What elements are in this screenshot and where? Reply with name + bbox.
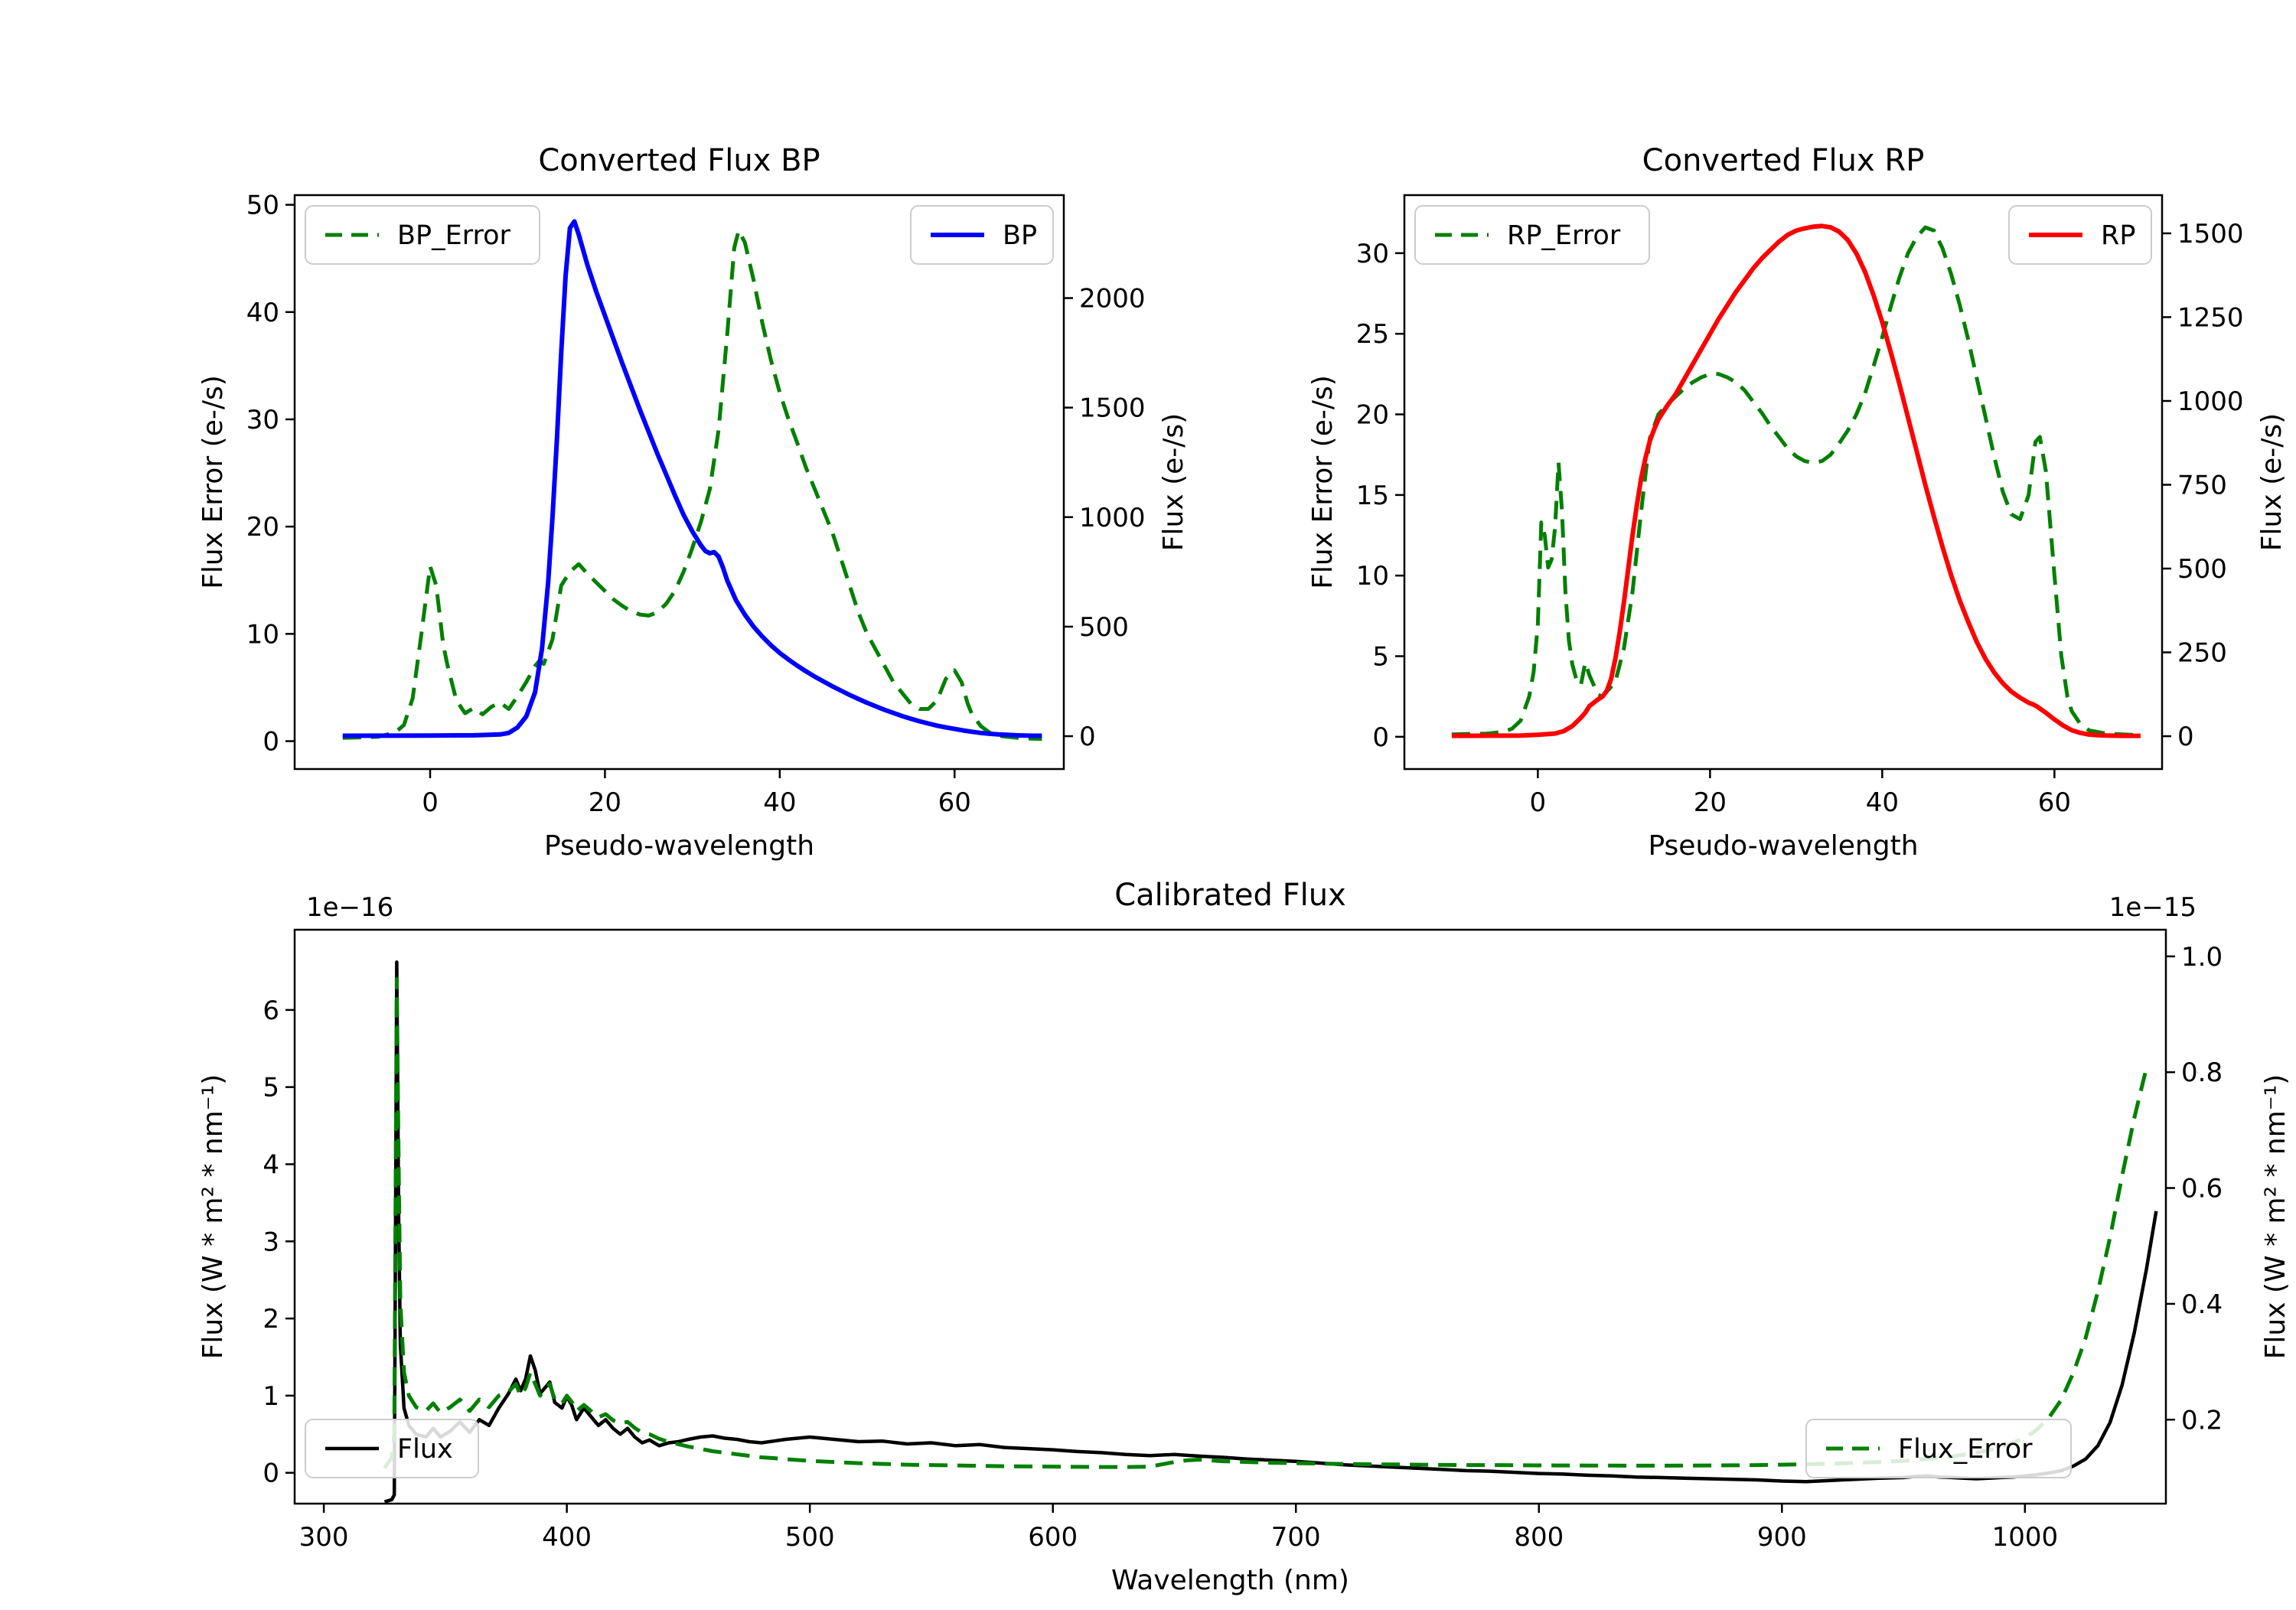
legend-label-RP: RP — [2101, 220, 2135, 251]
y-right-tick-label: 0.2 — [2181, 1405, 2223, 1436]
axes-spines — [293, 928, 2167, 1505]
y-left-tick-label: 20 — [246, 512, 279, 543]
y-left-tick-label: 0 — [263, 1458, 279, 1489]
chart-title: Calibrated Flux — [1114, 878, 1346, 913]
x-axis-label: Pseudo-wavelength — [1648, 830, 1918, 862]
y-left-tick-label: 0 — [263, 727, 279, 758]
legend-label-Flux_Error: Flux_Error — [1898, 1434, 2033, 1465]
x-tick-label: 500 — [785, 1522, 835, 1553]
y-axis-label-left: Flux Error (e-/s) — [197, 375, 229, 589]
y-right-tick-label: 250 — [2177, 638, 2227, 669]
series-line-RP — [1451, 223, 2141, 738]
x-tick-label: 600 — [1028, 1522, 1078, 1553]
y-left-tick-label: 10 — [246, 619, 279, 650]
y-left-tick-label: 30 — [1356, 239, 1389, 269]
y-left-tick-label: 3 — [263, 1227, 279, 1257]
y-axis-label-left: Flux Error (e-/s) — [1307, 375, 1339, 589]
x-axis-label: Wavelength (nm) — [1111, 1565, 1349, 1596]
legend-box-Flux_Error — [1805, 1419, 2072, 1478]
y-right-tick-label: 500 — [2177, 554, 2227, 585]
y-left-tick-label: 40 — [246, 298, 279, 328]
legend-label-BP: BP — [1003, 220, 1037, 251]
subplot-cal: 300 400 500 600 700 800 900 1000 0 1 2 3 4 5 6 0.2 0.4 0.… — [197, 878, 2291, 1596]
y-axis-label-right: Flux (W * m² * nm⁻¹) — [2260, 1074, 2291, 1360]
x-tick-label: 1000 — [1992, 1522, 2059, 1553]
y-left-tick-label: 25 — [1356, 319, 1389, 350]
x-tick-label: 20 — [1694, 787, 1727, 818]
y-right-tick-label: 1500 — [1079, 393, 1146, 424]
chart-title: Converted Flux BP — [538, 143, 820, 178]
x-tick-label: 20 — [589, 787, 621, 818]
x-tick-label: 40 — [763, 787, 796, 818]
series-line-BP_Error — [342, 228, 1042, 741]
y-right-tick-label: 1000 — [2177, 386, 2244, 417]
y-right-tick-label: 0 — [2177, 722, 2194, 752]
y-left-tick-label: 5 — [263, 1073, 279, 1103]
x-tick-label: 40 — [1866, 787, 1899, 818]
x-tick-label: 700 — [1271, 1522, 1321, 1553]
y-right-tick-label: 500 — [1079, 612, 1129, 643]
y-axis-label-right: Flux (e-/s) — [2256, 413, 2288, 551]
y-right-tick-label: 1.0 — [2181, 942, 2223, 973]
y-left-tick-label: 30 — [246, 405, 279, 435]
chart-title: Converted Flux RP — [1642, 143, 1925, 178]
y-right-tick-label: 750 — [2177, 471, 2227, 501]
left-axis-offset-text: 1e−16 — [306, 892, 393, 923]
y-left-tick-label: 2 — [263, 1304, 279, 1335]
y-left-tick-label: 4 — [263, 1149, 279, 1180]
series-line-Flux_Error — [383, 977, 2149, 1469]
y-right-tick-label: 0.8 — [2181, 1058, 2223, 1088]
y-right-tick-label: 1500 — [2177, 219, 2244, 249]
legend-label-RP_Error: RP_Error — [1507, 220, 1621, 251]
x-tick-label: 60 — [2038, 787, 2071, 818]
subplot-rp: 0 20 40 60 0 5 10 15 20 25 30 0 250 500 750 1000 1250 150… — [1307, 143, 2288, 862]
y-right-tick-label: 0.4 — [2181, 1289, 2223, 1320]
y-right-tick-label: 2000 — [1079, 284, 1146, 315]
x-tick-label: 300 — [299, 1522, 349, 1553]
y-left-tick-label: 6 — [263, 996, 279, 1026]
x-tick-label: 400 — [542, 1522, 592, 1553]
x-tick-label: 0 — [1530, 787, 1547, 818]
y-left-tick-label: 1 — [263, 1381, 279, 1412]
y-axis-label-left: Flux (W * m² * nm⁻¹) — [197, 1074, 229, 1360]
legend-box-RP_Error — [1414, 205, 1650, 265]
y-right-tick-label: 0.6 — [2181, 1174, 2223, 1204]
y-right-tick-label: 1000 — [1079, 503, 1146, 533]
legend-box-Flux — [305, 1419, 479, 1478]
y-axis-label-right: Flux (e-/s) — [1158, 413, 1189, 551]
y-left-tick-label: 0 — [1372, 722, 1389, 753]
subplot-bp: 0 20 40 60010203040500500100015002000Conver… — [197, 143, 1189, 862]
y-right-tick-label: 0 — [1079, 722, 1096, 752]
series-line-RP_Error — [1451, 225, 2141, 738]
y-left-tick-label: 20 — [1356, 400, 1389, 431]
x-axis-label: Pseudo-wavelength — [544, 830, 814, 862]
y-right-tick-label: 1250 — [2177, 302, 2244, 333]
legend-label-BP_Error: BP_Error — [397, 220, 511, 251]
y-left-tick-label: 50 — [246, 191, 279, 221]
legend-box-BP_Error — [305, 205, 540, 265]
right-axis-offset-text: 1e−15 — [2109, 892, 2197, 923]
y-left-tick-label: 5 — [1372, 642, 1389, 673]
legend-label-Flux: Flux — [397, 1434, 453, 1465]
x-tick-label: 0 — [422, 787, 439, 818]
series-line-BP — [342, 219, 1042, 738]
x-tick-label: 900 — [1757, 1522, 1807, 1553]
y-left-tick-label: 10 — [1356, 561, 1389, 592]
x-tick-label: 60 — [938, 787, 971, 818]
axes-spines — [293, 194, 1065, 771]
y-left-tick-label: 15 — [1356, 481, 1389, 511]
x-tick-label: 800 — [1514, 1522, 1564, 1553]
axes-spines — [1403, 194, 2164, 771]
